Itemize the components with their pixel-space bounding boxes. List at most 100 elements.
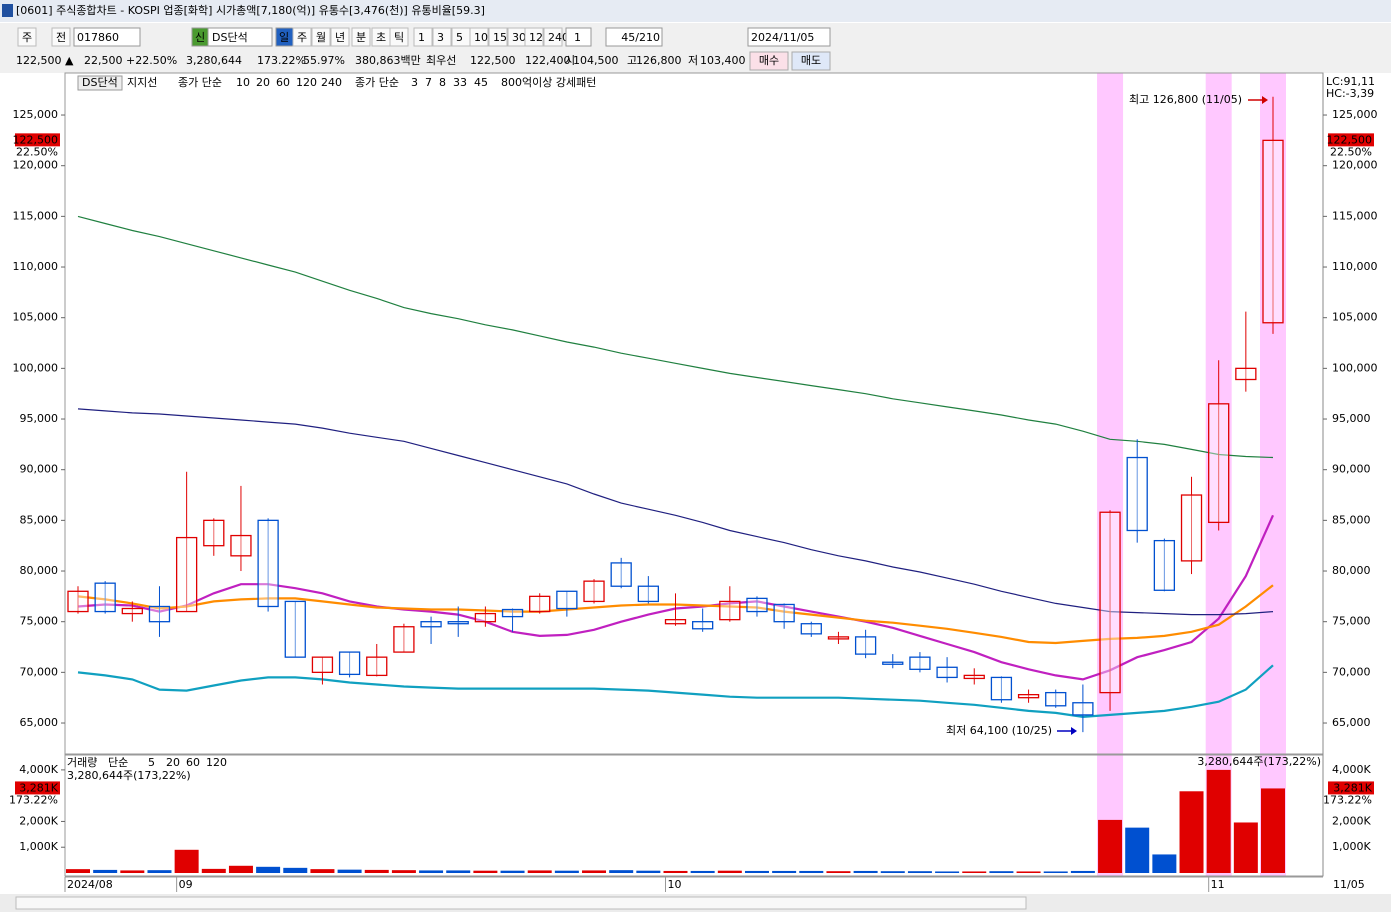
toolbar-item[interactable]: 017860 <box>77 31 119 44</box>
y-tick-label: 100,000 <box>13 361 59 374</box>
candle-body <box>1235 367 1257 381</box>
volume-note: 3,280,644주(173,22%) <box>67 769 191 782</box>
y-tick-label: 110,000 <box>13 260 59 273</box>
toolbar-item[interactable]: DS단석 <box>212 31 248 44</box>
volume-bar <box>120 870 145 873</box>
ma-line <box>77 408 1274 616</box>
candle-body <box>583 580 605 603</box>
volume-bar <box>1152 854 1177 873</box>
toolbar-item[interactable]: 240 <box>548 31 569 44</box>
volume-bar <box>962 871 987 873</box>
candle-body <box>854 636 877 655</box>
toolbar-item[interactable]: 틱 <box>394 31 404 44</box>
toolbar-button[interactable] <box>351 27 371 47</box>
candle-body <box>366 656 388 677</box>
volume-bar <box>228 865 253 873</box>
toolbar-box[interactable] <box>73 27 141 47</box>
quote-item: 104,500 <box>573 54 619 67</box>
toolbar-item[interactable]: 1 <box>574 31 581 44</box>
toolbar-item[interactable]: 신 <box>195 31 205 44</box>
y-tick-label: 105,000 <box>13 311 59 324</box>
toolbar-box[interactable] <box>565 27 592 47</box>
toolbar-item[interactable]: 일 <box>279 30 289 44</box>
quote-item: 55.97% <box>303 54 345 67</box>
volume-bar <box>772 870 797 873</box>
toolbar-button[interactable] <box>488 27 508 47</box>
legend-entry: 800억이상 강세패턴 <box>501 76 596 89</box>
quote-item: 122,500 ▲ <box>16 54 74 67</box>
toolbar-item[interactable]: 초 <box>376 31 386 44</box>
candle-body <box>882 661 904 665</box>
candle-body <box>1017 693 1040 699</box>
toolbar-button[interactable] <box>543 27 563 47</box>
y2-tick-label: 105,000 <box>1332 311 1378 324</box>
y-tick-label: 90,000 <box>20 463 59 476</box>
volume-bar <box>717 870 742 873</box>
toolbar-item[interactable]: 1 <box>418 31 425 44</box>
toolbar-button[interactable] <box>330 27 350 47</box>
toolbar-button[interactable] <box>432 27 452 47</box>
quote-item: 시 <box>565 54 575 67</box>
candle-body <box>963 674 985 680</box>
toolbar-item[interactable]: 전 <box>56 31 66 44</box>
trade-button[interactable] <box>749 51 789 71</box>
toolbar-button[interactable] <box>51 27 71 47</box>
y2-tick-label: 70,000 <box>1332 665 1371 678</box>
toolbar-button[interactable] <box>17 27 37 47</box>
toolbar-item[interactable]: 45/210 <box>621 31 660 44</box>
candle-body <box>148 605 171 623</box>
candle-body <box>393 626 415 653</box>
trade-button[interactable] <box>791 51 831 71</box>
volume-bar <box>690 870 715 873</box>
toolbar-item[interactable]: 주 <box>297 31 307 44</box>
toolbar-item[interactable]: 30 <box>512 31 526 44</box>
legend-entry: DS단석 <box>82 76 118 89</box>
highlight-band <box>1097 73 1124 876</box>
candle-body <box>719 600 741 621</box>
toolbar-button[interactable] <box>292 27 312 47</box>
toolbar-item[interactable]: 월 <box>316 31 326 44</box>
y-tick-label: 120,000 <box>13 159 59 172</box>
volume-bar <box>446 870 471 873</box>
trade-button-label[interactable]: 매수 <box>759 54 779 67</box>
volume-bar <box>310 869 335 873</box>
quote-item: 103,400 <box>700 54 746 67</box>
toolbar-box[interactable] <box>207 27 273 47</box>
toolbar-box[interactable] <box>605 27 663 47</box>
toolbar-item[interactable]: 3 <box>437 31 444 44</box>
volume-bar <box>391 870 416 873</box>
toolbar-item[interactable]: 2024/11/05 <box>751 31 814 44</box>
volume-bar <box>989 871 1014 873</box>
scroll-track[interactable] <box>15 896 1027 910</box>
candle-body <box>909 656 931 670</box>
current-change: 173.22% <box>9 793 58 806</box>
y2-tick-label: 90,000 <box>1332 463 1371 476</box>
trade-button-label[interactable]: 매도 <box>801 54 821 67</box>
toolbar-item[interactable]: 15 <box>493 31 507 44</box>
toolbar-button[interactable] <box>311 27 331 47</box>
candle-body <box>1072 702 1094 716</box>
toolbar-button[interactable] <box>389 27 409 47</box>
quote-item: 저 <box>688 54 698 67</box>
volume-bar <box>1016 871 1041 873</box>
candle-body <box>338 651 361 676</box>
candle-body <box>447 621 469 625</box>
toolbar-item[interactable]: 10 <box>474 31 488 44</box>
toolbar-button[interactable] <box>413 27 433 47</box>
toolbar-button[interactable] <box>524 27 544 47</box>
toolbar-item[interactable]: 년 <box>335 31 345 44</box>
current-tag <box>15 781 60 795</box>
y-tick-label: 65,000 <box>20 716 59 729</box>
current-tag <box>1328 781 1374 795</box>
volume-bar <box>364 869 389 873</box>
toolbar-item[interactable]: 5 <box>456 31 463 44</box>
y-tick-label: 125,000 <box>13 108 59 121</box>
toolbar-box[interactable] <box>747 27 831 47</box>
price-panel <box>64 72 1324 755</box>
quote-item: 126,800 <box>636 54 682 67</box>
ticker-box <box>77 75 123 91</box>
candle-body <box>1045 691 1067 707</box>
toolbar-button[interactable] <box>469 27 489 47</box>
toolbar-item[interactable]: 분 <box>356 31 366 44</box>
toolbar-item[interactable]: 주 <box>22 31 32 44</box>
